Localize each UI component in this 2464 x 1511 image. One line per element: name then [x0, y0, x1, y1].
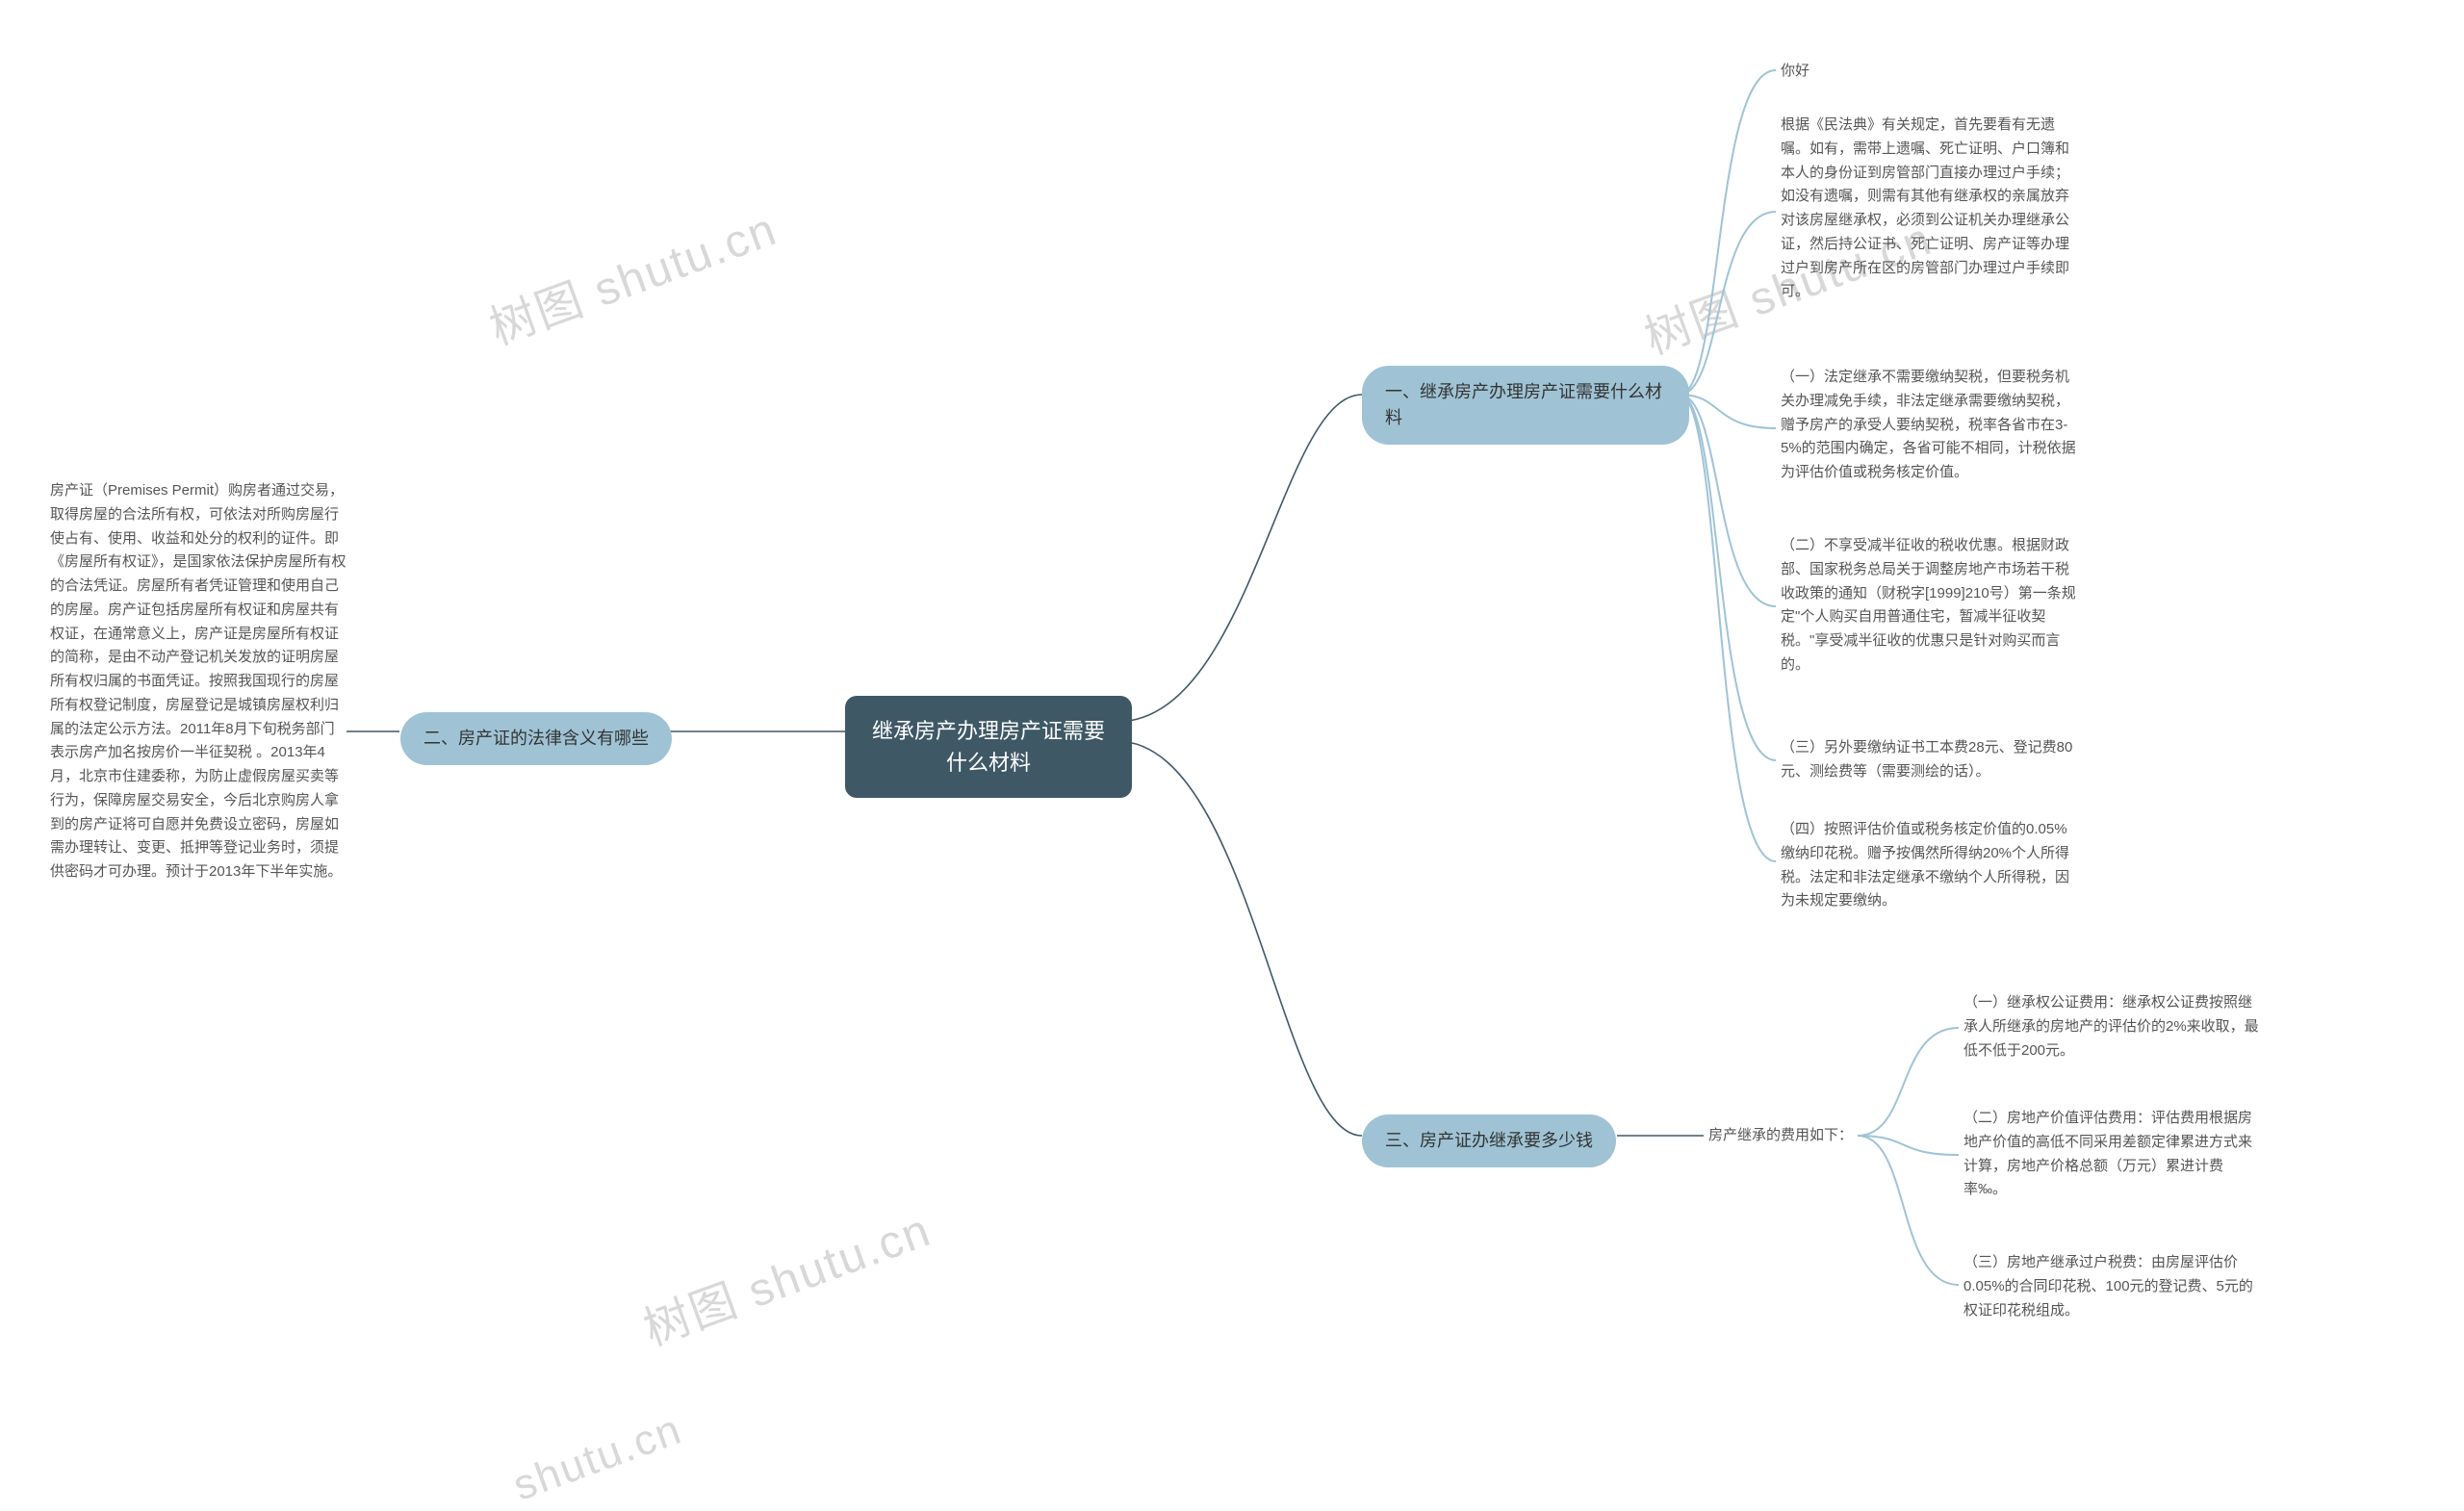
watermark: 树图 shutu.cn [632, 1192, 938, 1359]
watermark: 树图 shutu.cn [478, 192, 784, 358]
leaf-node-mid: 房产继承的费用如下： [1708, 1124, 1853, 1148]
leaf-node: （一）法定继承不需要缴纳契税，但要税务机关办理减免手续，非法定继承需要缴纳契税，… [1781, 366, 2079, 485]
leaf-node: （三）房地产继承过户税费：由房屋评估价0.05%的合同印花税、100元的登记费、… [1964, 1251, 2262, 1322]
leaf-node: （二）房地产价值评估费用：评估费用根据房地产价值的高低不同采用差额定律累进方式来… [1964, 1107, 2262, 1202]
leaf-node: 根据《民法典》有关规定，首先要看有无遗嘱。如有，需带上遗嘱、死亡证明、户口簿和本… [1781, 114, 2079, 304]
center-node: 继承房产办理房产证需要 什么材料 [845, 696, 1132, 798]
leaf-node: 你好 [1781, 60, 1810, 84]
branch-node-1: 一、继承房产办理房产证需要什么材料 [1362, 366, 1689, 445]
branch-node-2: 二、房产证的法律含义有哪些 [400, 712, 672, 765]
center-line1: 继承房产办理房产证需要 [872, 715, 1105, 747]
watermark: shutu.cn [507, 1405, 688, 1510]
leaf-node: 房产证（Premises Permit）购房者通过交易，取得房屋的合法所有权，可… [50, 479, 348, 884]
leaf-node: （四）按照评估价值或税务核定价值的0.05%缴纳印花税。赠予按偶然所得纳20%个… [1781, 818, 2079, 913]
leaf-node: （三）另外要缴纳证书工本费28元、登记费80元、测绘费等（需要测绘的话）。 [1781, 736, 2079, 784]
leaf-node: （一）继承权公证费用：继承权公证费按照继承人所继承的房地产的评估价的2%来收取，… [1964, 991, 2262, 1063]
center-line2: 什么材料 [872, 747, 1105, 779]
leaf-node: （二）不享受减半征收的税收优惠。根据财政部、国家税务总局关于调整房地产市场若干税… [1781, 534, 2079, 678]
branch-node-3: 三、房产证办继承要多少钱 [1362, 1114, 1616, 1167]
